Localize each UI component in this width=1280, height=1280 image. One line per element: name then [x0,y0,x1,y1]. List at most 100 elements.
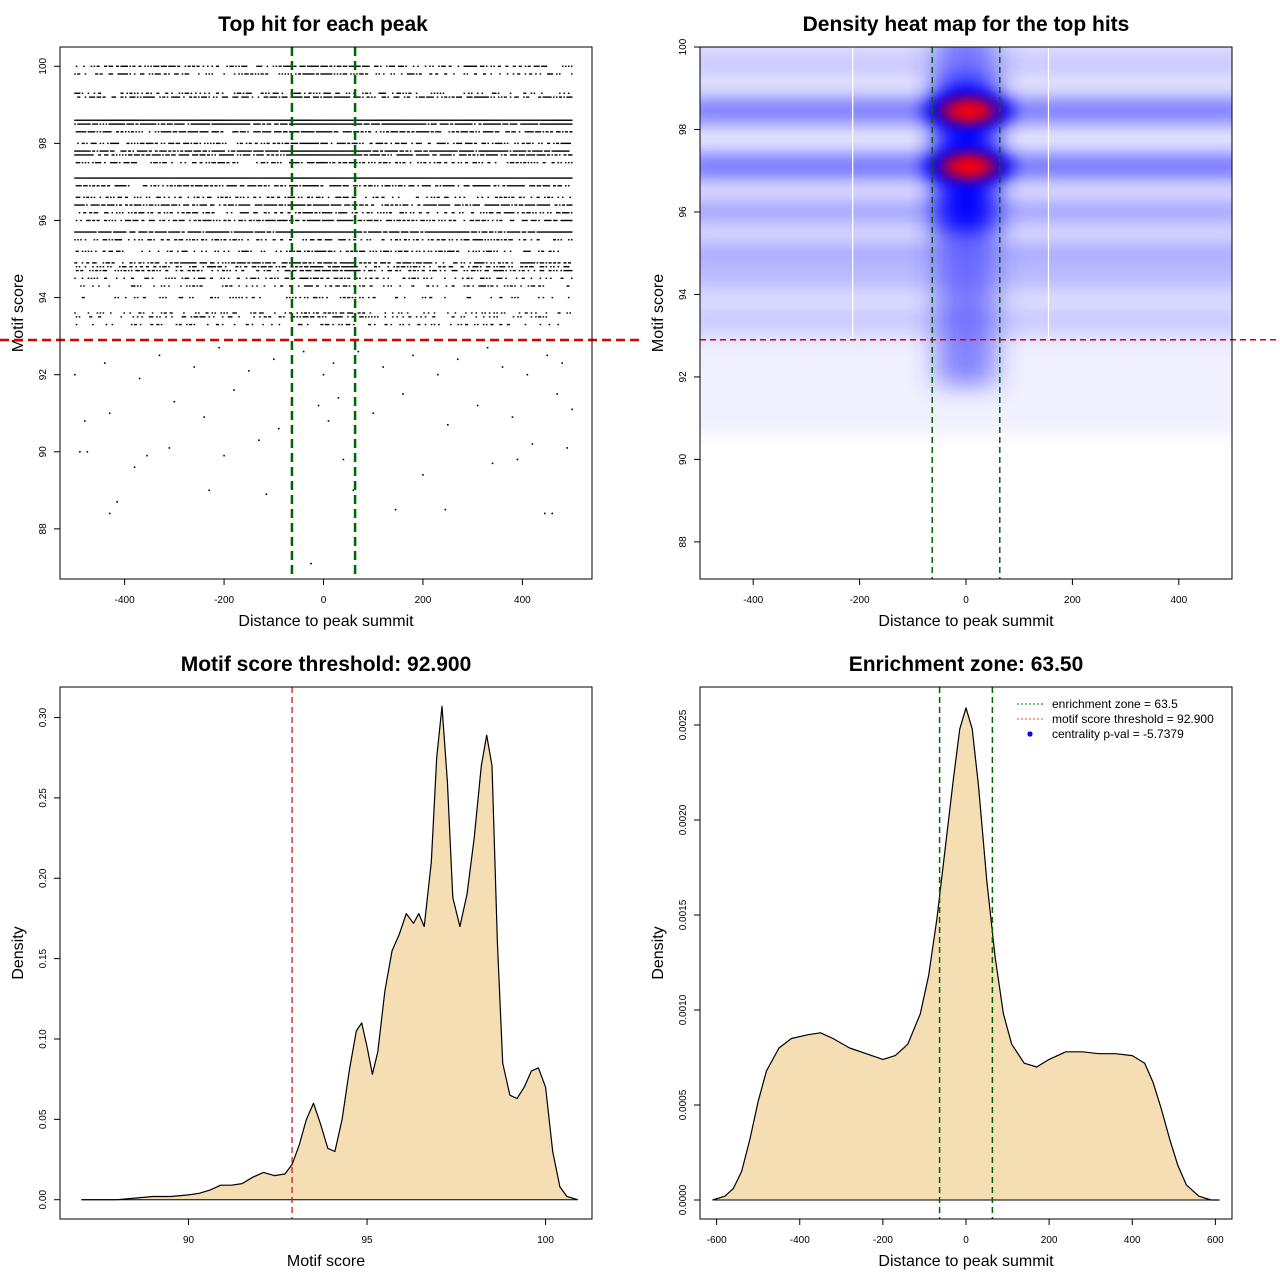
scatter-point [363,231,366,233]
scatter-point [80,150,82,152]
scatter-point [115,239,118,241]
scatter-point [205,150,208,152]
scatter-point [175,177,178,179]
scatter-point [92,177,94,179]
scatter-point [199,185,202,187]
scatter-point [369,119,372,121]
scatter-point [336,119,339,121]
scatter-point [275,96,278,98]
scatter-point [348,177,351,179]
scatter-point [351,262,354,264]
scatter-point [544,123,546,125]
scatter-point [272,262,275,264]
scatter-point [187,212,190,214]
scatter-point [147,277,149,280]
scatter-point [297,204,300,206]
scatter-point [527,177,530,179]
scatter-point [277,161,279,164]
scatter-point [260,92,263,94]
scatter-point [381,185,384,187]
scatter-point [451,161,454,164]
scatter-point [557,239,560,241]
scatter-point [453,161,455,164]
scatter-point [321,161,324,164]
scatter-point [133,154,136,156]
scatter-point [491,177,494,179]
scatter-point [239,231,242,233]
scatter-point [172,131,175,133]
scatter-point [567,123,570,125]
scatter-point [321,204,324,206]
scatter-point [444,219,446,222]
scatter-point [521,142,524,145]
scatter-point [130,177,133,179]
scatter-point [465,239,467,241]
scatter-point [309,266,312,268]
scatter-point [327,277,330,280]
scatter-point [467,177,470,179]
scatter-point [345,65,348,67]
scatter-point [479,96,482,98]
scatter-point [132,161,134,164]
scatter-point [111,250,114,253]
scatter-point [256,262,258,264]
scatter-point [318,196,321,199]
scatter-point [277,219,279,222]
scatter-point [259,154,261,156]
scatter-point [555,123,558,125]
scatter-point [271,119,273,121]
scatter-point [402,231,404,233]
scatter-point [236,119,239,121]
scatter-point [561,204,564,206]
scatter-point [202,219,205,222]
scatter-point [171,231,173,233]
scatter-point [115,212,118,214]
scatter-point [360,231,363,233]
scatter-point [168,196,170,199]
scatter-point [280,185,282,187]
scatter-point [387,123,390,125]
scatter-point [518,185,521,187]
scatter-point [394,142,397,145]
scatter-point [351,154,354,156]
scatter-point [479,119,482,121]
scatter-point [232,96,234,98]
scatter-point [286,154,288,156]
scatter-point [262,161,264,164]
scatter-point [206,212,209,214]
scatter-point [417,177,419,179]
scatter-point [326,262,328,264]
scatter-point [403,277,406,280]
scatter-point [375,277,378,280]
scatter-point [159,269,161,272]
scatter-point [466,73,469,75]
scatter-point [445,119,448,121]
scatter-point [232,177,234,179]
scatter-point [110,142,112,145]
scatter-point [490,65,492,67]
scatter-point [330,204,333,206]
scatter-point [412,266,415,268]
scatter-point [420,131,422,133]
scatter-point [502,204,504,206]
scatter-point [351,177,354,179]
scatter-point [479,212,482,214]
scatter-point [235,96,237,98]
scatter-point [330,250,333,253]
scatter-point [111,154,114,156]
scatter-point [211,212,214,214]
scatter-point [517,231,519,233]
scatter-point [348,123,351,125]
scatter-point [226,65,228,67]
scatter-point [268,269,270,272]
scatter-point [433,204,436,206]
scatter-point [308,92,310,94]
scatter-point [230,119,233,121]
scatter-point [515,123,518,125]
scatter-point [405,212,407,214]
scatter-point [183,204,185,206]
scatter-point [75,131,78,133]
scatter-point [388,161,391,164]
scatter-point [208,219,211,222]
scatter-point [266,65,269,67]
